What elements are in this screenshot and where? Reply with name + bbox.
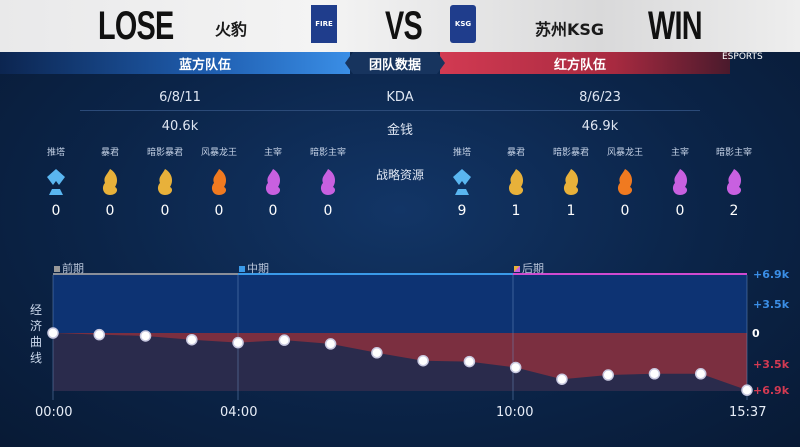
data-point-00:00 [47,327,59,339]
blue-team-bar: 蓝方队伍 [0,52,350,74]
phase-early: 前期 [54,260,84,276]
right-team-name: 苏州KSG [535,20,605,39]
resource-label: 风暴龙王 [606,148,643,158]
data-point-06:00 [324,338,337,350]
tyrant-icon [508,169,524,195]
resource-label: 暗影暴君 [552,148,589,158]
tower-icon [47,169,65,195]
red-kda: 8/6/23 [579,90,621,105]
storm-dragon-icon [617,169,633,195]
right-result: WIN [648,4,703,48]
resources-label: 战略资源 [375,168,424,182]
match-header: LOSE 火豹 FIRE VS KSG 苏州KSG WIN [0,0,800,52]
data-point-14:00 [694,368,707,380]
shadow-overlord-icon [320,169,336,195]
red-gold: 46.9k [581,119,619,134]
y-tick-bottom: +6.9k [753,384,790,397]
resource-count: 9 [457,203,467,219]
left-result: LOSE [98,4,174,48]
data-point-02:00 [139,330,152,342]
resource-label: 推塔 [452,148,471,158]
resource-count: 0 [105,203,115,219]
resource-count: 0 [51,203,61,219]
overlord-icon [265,169,281,195]
y-tick-zero: 0 [752,327,760,340]
x-tick-start: 00:00 [35,405,73,420]
phase-late: 后期 [514,260,544,276]
data-point-12:00 [602,369,614,381]
gold-diff-area [53,333,747,391]
y-tick-blue-mid: +3.5k [753,298,790,311]
y-tick-red-mid: +3.5k [753,358,790,371]
data-point-08:00 [417,354,429,367]
x-tick-mid: 04:00 [220,405,258,420]
resource-label: 风暴龙王 [200,148,237,158]
blue-kda: 6/8/11 [159,90,201,105]
left-team-logo: FIRE [311,5,337,43]
shadow-tyrant-icon [157,169,173,195]
resource-count: 0 [268,203,278,219]
blue-team-label: 蓝方队伍 [178,57,231,73]
phase-late-label: 后期 [522,262,544,275]
resource-count: 1 [511,203,521,219]
phase-early-label: 前期 [62,262,84,275]
data-point-04:00 [232,336,244,349]
team-data-tab: 团队数据 [345,52,445,74]
resource-label: 暗影主宰 [715,148,752,158]
resource-count: 0 [160,203,170,219]
shadow-tyrant-icon [563,169,579,195]
gold-label: 金钱 [386,123,413,138]
data-point-05:00 [278,334,291,346]
data-point-13:00 [648,368,661,380]
brand-logo: ESPORTS [722,52,763,62]
data-point-15:37 [741,384,753,396]
shadow-overlord-icon [726,169,742,195]
vs-label: VS [385,4,423,48]
resource-label: 暴君 [506,148,525,158]
phase-mid: 中期 [239,260,269,276]
data-point-03:00 [186,333,198,346]
chart-y-label: 经济曲线 [30,303,43,365]
resource-count: 0 [620,203,630,219]
resource-label: 主宰 [670,148,689,158]
resource-label: 暴君 [100,148,119,158]
resource-count: 1 [566,203,576,219]
blue-advantage-area [53,275,747,333]
data-point-10:00 [509,361,522,374]
resource-count: 2 [729,203,739,219]
divider [80,110,700,111]
data-point-07:00 [371,347,383,359]
resource-label: 暗影主宰 [309,148,346,158]
resource-label: 主宰 [263,148,282,158]
data-point-09:00 [463,355,476,368]
left-team-name: 火豹 [215,20,248,39]
resource-count: 0 [675,203,685,219]
x-tick-end: 15:37 [729,405,767,420]
resource-count: 0 [214,203,224,219]
kda-label: KDA [386,90,414,105]
storm-dragon-icon [211,169,227,195]
red-team-label: 红方队伍 [553,57,606,73]
right-team-logo: KSG [450,5,476,43]
overlord-icon [672,169,688,195]
resource-count: 0 [323,203,333,219]
y-tick-top: +6.9k [753,268,790,281]
blue-gold: 40.6k [161,119,199,134]
resource-label: 推塔 [46,148,65,158]
resource-label: 暗影暴君 [146,148,183,158]
tyrant-icon [102,169,118,195]
data-point-11:00 [556,373,568,385]
red-team-bar: 红方队伍 [440,52,730,74]
tower-icon [453,169,471,195]
phase-mid-label: 中期 [247,262,269,275]
data-point-01:00 [93,328,106,341]
x-tick-late: 10:00 [496,405,534,420]
